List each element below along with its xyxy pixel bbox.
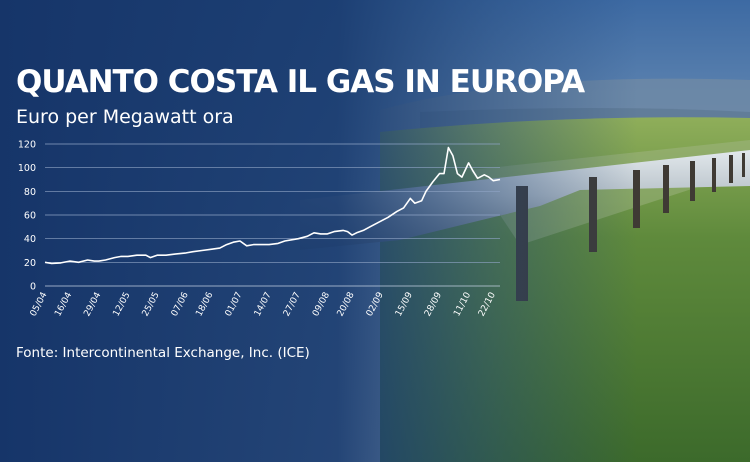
- x-tick-label: 02/09: [365, 290, 386, 318]
- x-tick-label: 16/04: [53, 290, 74, 318]
- y-tick-label: 100: [18, 163, 36, 174]
- x-tick-label: 20/08: [336, 290, 357, 318]
- x-tick-label: 01/07: [224, 291, 245, 319]
- x-tick-label: 18/06: [195, 290, 216, 318]
- x-tick-label: 07/06: [170, 290, 191, 318]
- y-tick-label: 0: [30, 282, 36, 293]
- x-axis-tick-labels: 05/04 16/04 29/04 12/05 25/05 07/06 18/06 01/07…: [29, 290, 498, 318]
- x-tick-label: 11/10: [452, 290, 473, 318]
- x-tick-label: 05/04: [29, 290, 50, 318]
- x-tick-label: 09/08: [311, 290, 332, 318]
- x-tick-label: 27/07: [282, 291, 303, 319]
- y-tick-label: 80: [24, 187, 36, 198]
- price-series-line: [44, 146, 501, 265]
- y-tick-label: 40: [24, 234, 36, 245]
- chart-title: QUANTO COSTA IL GAS IN EUROPA: [16, 64, 585, 100]
- chart-subtitle: Euro per Megawatt ora: [16, 106, 234, 128]
- x-tick-label: 28/09: [423, 290, 444, 318]
- x-tick-label: 25/05: [141, 291, 162, 319]
- source-note: Fonte: Intercontinental Exchange, Inc. (…: [16, 345, 310, 361]
- y-axis-tick-labels: 0 20 40 60 80 100 120: [18, 140, 36, 293]
- x-tick-label: 12/05: [112, 291, 133, 319]
- x-tick-label: 14/07: [253, 291, 274, 319]
- x-tick-label: 15/09: [394, 290, 415, 318]
- y-tick-label: 120: [18, 140, 36, 151]
- gas-price-line-chart: 0 20 40 60 80 100 120 05/04 16/04 29/04 12/05 25/0…: [18, 140, 501, 318]
- grid-lines: [45, 143, 500, 287]
- y-tick-label: 60: [24, 211, 36, 222]
- x-tick-label: 29/04: [82, 290, 103, 318]
- x-tick-label: 22/10: [477, 290, 498, 318]
- y-tick-label: 20: [24, 258, 36, 269]
